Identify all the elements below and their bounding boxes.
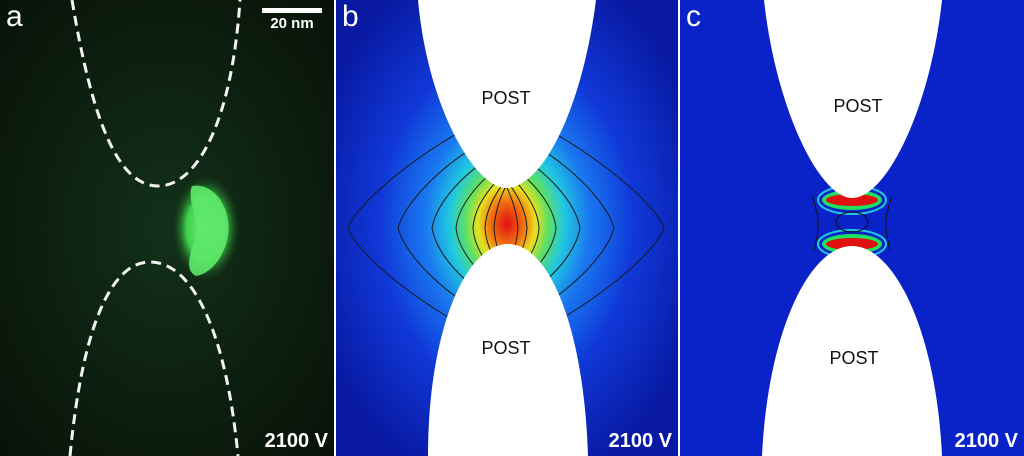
- panel-c: c POST POST 2100 V: [680, 0, 1024, 456]
- panel-a-letter: a: [6, 0, 23, 33]
- panel-c-graphic: [680, 0, 1024, 456]
- panel-a-voltage: 2100 V: [264, 430, 328, 452]
- lower-post-label: POST: [829, 348, 879, 368]
- upper-post-outline: [70, 0, 242, 188]
- lower-post: [428, 244, 588, 456]
- panel-a-background: [0, 0, 334, 456]
- scale-bar-label: 20 nm: [270, 15, 314, 32]
- panel-c-voltage: 2100 V: [954, 430, 1018, 452]
- panel-c-letter: c: [686, 0, 701, 33]
- upper-post: [764, 0, 942, 198]
- fluorescent-molecule-cluster: [189, 185, 229, 276]
- scale-bar-line: [262, 8, 322, 13]
- lower-post-outline: [68, 260, 240, 456]
- upper-post: [418, 0, 596, 188]
- upper-post-label: POST: [481, 88, 531, 108]
- lower-post: [762, 246, 942, 456]
- scale-bar: 20 nm: [262, 8, 322, 32]
- gradient-contour-lines: [811, 195, 893, 251]
- panel-b-graphic: [336, 0, 678, 456]
- upper-post-label: POST: [833, 96, 883, 116]
- panel-b-letter: b: [342, 0, 359, 33]
- lower-post-label: POST: [481, 338, 531, 358]
- panel-a: a 20 nm 2100 V: [0, 0, 334, 456]
- panel-b: b POST POST 2100 V: [336, 0, 678, 456]
- panel-b-voltage: 2100 V: [608, 430, 672, 452]
- panel-a-graphic: [0, 0, 334, 456]
